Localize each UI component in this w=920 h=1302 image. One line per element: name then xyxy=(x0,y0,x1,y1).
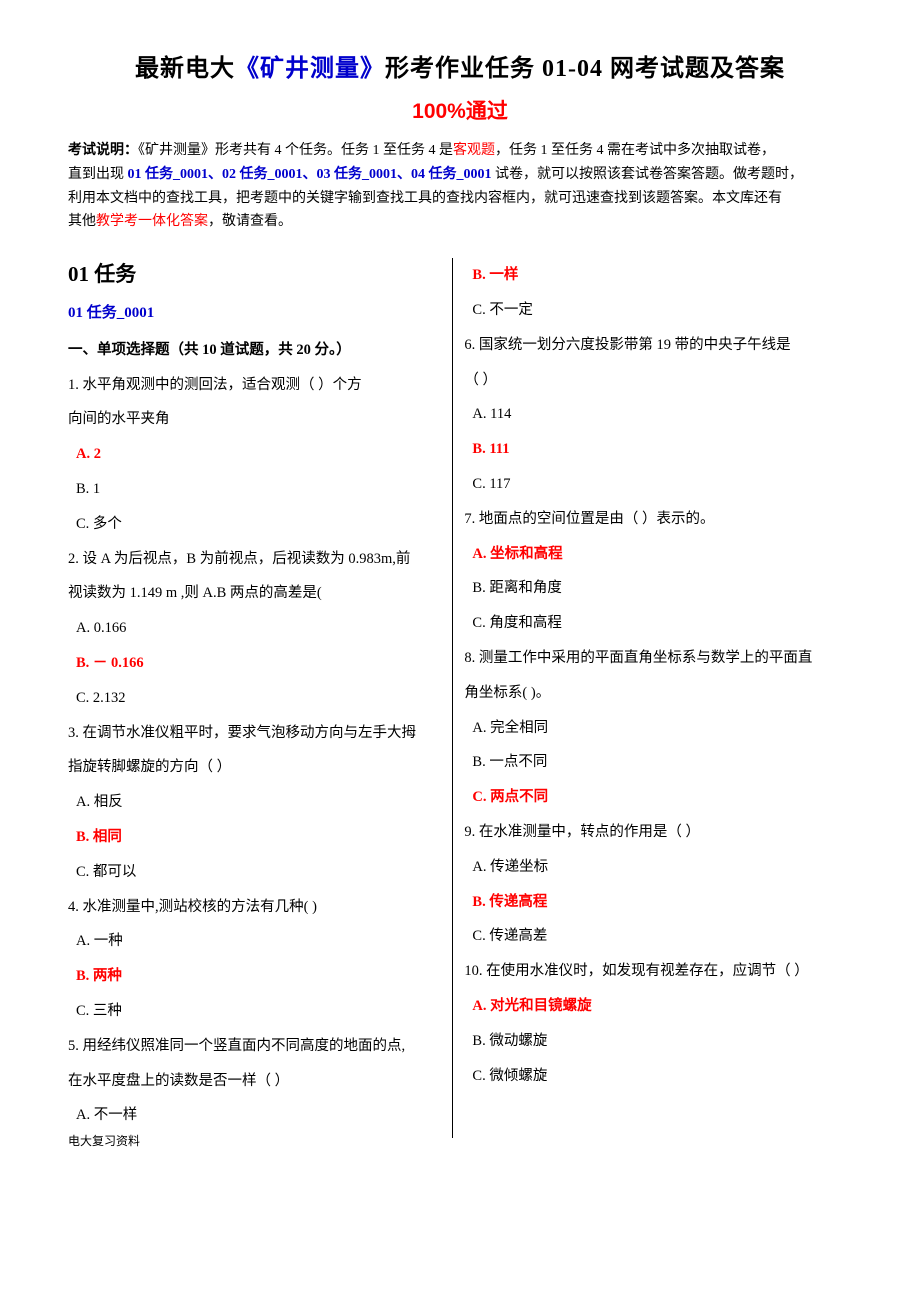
task-header: 01 任务 xyxy=(68,258,440,292)
q2-line1: 2. 设 A 为后视点，B 为前视点，后视读数为 0.983m,前 xyxy=(68,542,440,577)
right-column: B. 一样 C. 不一定 6. 国家统一划分六度投影带第 19 带的中央子午线是… xyxy=(450,258,852,1150)
q2-line2: 视读数为 1.149 m ,则 A.B 两点的高差是( xyxy=(68,576,440,611)
q4-line1: 4. 水准测量中,测站校核的方法有几种( ) xyxy=(68,890,440,925)
subtitle: 100%通过 xyxy=(68,95,852,125)
intro-t3: 直到出现 xyxy=(68,167,128,182)
q2-opt-a: A. 0.166 xyxy=(68,611,440,646)
q3-line2: 指旋转脚螺旋的方向（ ） xyxy=(68,750,440,785)
q5-line2: 在水平度盘上的读数是否一样（ ） xyxy=(68,1064,440,1099)
q9-opt-b: B. 传递高程 xyxy=(464,885,852,920)
q1-opt-c: C. 多个 xyxy=(68,507,440,542)
q5-opt-a: A. 不一样 xyxy=(68,1098,440,1133)
q1-opt-b: B. 1 xyxy=(68,472,440,507)
q8-line2: 角坐标系( )。 xyxy=(464,676,852,711)
q3-opt-c: C. 都可以 xyxy=(68,855,440,890)
q7-opt-b: B. 距离和角度 xyxy=(464,571,852,606)
q2-opt-c: C. 2.132 xyxy=(68,681,440,716)
columns-wrap: 01 任务 01 任务_0001 一、单项选择题（共 10 道试题，共 20 分… xyxy=(68,258,852,1150)
q4-opt-b: B. 两种 xyxy=(68,959,440,994)
q7-opt-a: A. 坐标和高程 xyxy=(464,537,852,572)
q10-opt-b: B. 微动螺旋 xyxy=(464,1024,852,1059)
q8-line1: 8. 测量工作中采用的平面直角坐标系与数学上的平面直 xyxy=(464,641,852,676)
q5-line1: 5. 用经纬仪照准同一个竖直面内不同高度的地面的点, xyxy=(68,1029,440,1064)
intro-t4: 试卷，就可以按照该套试卷答案答题。做考题时， xyxy=(492,167,804,182)
q6-opt-c: C. 117 xyxy=(464,467,852,502)
q8-opt-c: C. 两点不同 xyxy=(464,780,852,815)
q4-opt-c: C. 三种 xyxy=(68,994,440,1029)
intro-label: 考试说明： xyxy=(68,143,138,158)
q6-line1: 6. 国家统一划分六度投影带第 19 带的中央子午线是 xyxy=(464,328,852,363)
q8-opt-b: B. 一点不同 xyxy=(464,745,852,780)
q9-line1: 9. 在水准测量中，转点的作用是（ ） xyxy=(464,815,852,850)
q3-opt-b: B. 相同 xyxy=(68,820,440,855)
q7-line1: 7. 地面点的空间位置是由（ ）表示的。 xyxy=(464,502,852,537)
footer-text: 电大复习资料 xyxy=(68,1133,440,1150)
q6-line2: （ ） xyxy=(464,363,852,398)
q10-opt-c: C. 微倾螺旋 xyxy=(464,1059,852,1094)
q1-opt-a: A. 2 xyxy=(68,437,440,472)
intro-t2: ，任务 1 至任务 4 需在考试中多次抽取试卷， xyxy=(495,143,775,158)
task-sub: 01 任务_0001 xyxy=(68,300,440,327)
q9-opt-a: A. 传递坐标 xyxy=(464,850,852,885)
intro-t6: 其他 xyxy=(68,214,96,229)
title-pre: 最新电大 xyxy=(135,56,235,82)
q10-opt-a: A. 对光和目镜螺旋 xyxy=(464,989,852,1024)
q6-opt-b: B. 111 xyxy=(464,432,852,467)
q10-line1: 10. 在使用水准仪时，如发现有视差存在，应调节（ ） xyxy=(464,954,852,989)
left-column: 01 任务 01 任务_0001 一、单项选择题（共 10 道试题，共 20 分… xyxy=(68,258,450,1150)
section-head: 一、单项选择题（共 10 道试题，共 20 分。） xyxy=(68,333,440,368)
q2-opt-b: B. － 0.166 xyxy=(68,646,440,681)
main-title: 最新电大《矿井测量》形考作业任务 01-04 网考试题及答案 xyxy=(68,48,852,83)
q5-opt-b: B. 一样 xyxy=(464,258,852,293)
intro-t1: 《矿井测量》形考共有 4 个任务。任务 1 至任务 4 是 xyxy=(138,143,453,158)
q3-opt-a: A. 相反 xyxy=(68,785,440,820)
q7-opt-c: C. 角度和高程 xyxy=(464,606,852,641)
title-post: 形考作业任务 01-04 网考试题及答案 xyxy=(385,56,785,82)
intro-red2: 教学考一体化答案 xyxy=(96,214,208,229)
title-blue: 《矿井测量》 xyxy=(235,56,385,82)
column-divider xyxy=(452,258,453,1138)
intro-t7: ，敬请查看。 xyxy=(208,214,292,229)
q1-line1: 1. 水平角观测中的测回法，适合观测（ ）个方 xyxy=(68,368,440,403)
q3-line1: 3. 在调节水准仪粗平时，要求气泡移动方向与左手大拇 xyxy=(68,716,440,751)
intro-t5: 利用本文档中的查找工具，把考题中的关键字输到查找工具的查找内容框内，就可迅速查找… xyxy=(68,191,782,206)
q5-opt-c: C. 不一定 xyxy=(464,293,852,328)
q6-opt-a: A. 114 xyxy=(464,397,852,432)
q1-line2: 向间的水平夹角 xyxy=(68,402,440,437)
page-container: 最新电大《矿井测量》形考作业任务 01-04 网考试题及答案 100%通过 考试… xyxy=(0,0,920,1170)
intro-paragraph: 考试说明：《矿井测量》形考共有 4 个任务。任务 1 至任务 4 是客观题，任务… xyxy=(68,139,852,234)
q8-opt-a: A. 完全相同 xyxy=(464,711,852,746)
intro-blue: 01 任务_0001、02 任务_0001、03 任务_0001、04 任务_0… xyxy=(128,167,492,182)
q4-opt-a: A. 一种 xyxy=(68,924,440,959)
q9-opt-c: C. 传递高差 xyxy=(464,919,852,954)
intro-red1: 客观题 xyxy=(453,143,495,158)
